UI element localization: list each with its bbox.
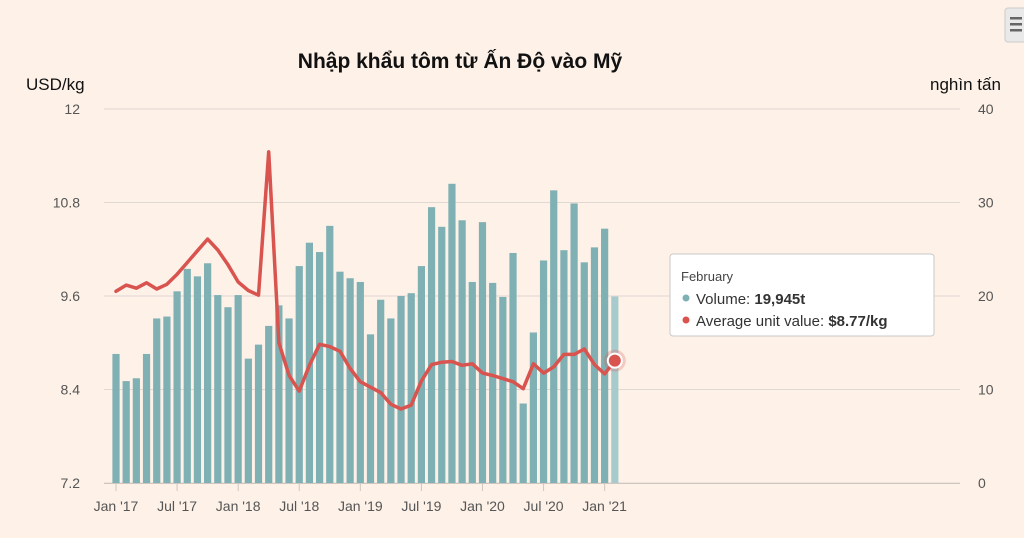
left-tick-label: 9.6: [61, 288, 81, 304]
volume-bar: [397, 296, 405, 483]
left-tick-label: 12: [64, 101, 80, 117]
left-tick-label: 8.4: [61, 382, 81, 398]
tooltip-volume: Volume: 19,945t: [696, 291, 805, 308]
volume-bar: [417, 266, 425, 483]
x-tick-label: Jul '20: [524, 498, 564, 514]
volume-bar: [427, 207, 436, 484]
volume-bar: [285, 318, 293, 483]
x-tick-label: Jan '21: [582, 498, 627, 514]
right-tick-label: 20: [978, 288, 994, 304]
left-tick-label: 7.2: [61, 475, 81, 491]
volume-bar: [478, 222, 487, 483]
hamburger-menu-icon[interactable]: [1004, 7, 1024, 43]
right-axis-title: nghìn tấn: [930, 75, 1001, 94]
volume-bar: [122, 381, 130, 483]
x-tick-label: Jan '17: [94, 498, 139, 514]
volume-bar: [509, 252, 517, 483]
volume-bar: [142, 353, 151, 483]
left-axis-title: USD/kg: [26, 75, 85, 94]
volume-bar: [570, 203, 578, 483]
volume-bar: [112, 353, 120, 483]
tooltip-price-dot: [682, 316, 690, 324]
volume-bar: [580, 262, 588, 483]
volume-bar: [132, 378, 140, 483]
volume-bar: [458, 220, 466, 483]
volume-bar: [183, 268, 191, 483]
x-tick-label: Jan '18: [216, 498, 261, 514]
volume-bar: [265, 325, 273, 483]
x-tick-label: Jan '20: [460, 498, 505, 514]
right-tick-label: 40: [978, 101, 994, 117]
highlight-point[interactable]: [606, 352, 623, 369]
tooltip-price: Average unit value: $8.77/kg: [696, 313, 888, 330]
volume-bar: [611, 296, 619, 483]
volume-bar: [448, 183, 456, 484]
tooltip-volume-label: Volume:: [696, 291, 754, 308]
volume-bar: [326, 225, 334, 483]
volume-bar: [244, 358, 252, 483]
x-tick-label: Jul '19: [401, 498, 441, 514]
unit-value-series-line: [114, 150, 617, 411]
right-tick-label: 30: [978, 195, 994, 211]
volume-bar: [519, 403, 527, 483]
volume-bars: [112, 183, 619, 484]
volume-bar: [234, 295, 242, 483]
tooltip-volume-value: 19,945t: [754, 291, 805, 308]
volume-bar: [204, 263, 212, 483]
x-tick-label: Jul '18: [279, 498, 319, 514]
right-tick-label: 0: [978, 475, 986, 491]
tooltip-header: February: [681, 269, 734, 284]
volume-bar: [407, 293, 415, 483]
axes: 12 10.8 9.6 8.4 7.2 40 30 20 10 0 Jan '17 Jul '17 Ja…: [53, 101, 994, 514]
x-tick-label: Jul '17: [157, 498, 197, 514]
volume-bar: [214, 295, 222, 483]
volume-bar: [489, 282, 497, 483]
volume-bar: [468, 281, 476, 483]
volume-bar: [275, 305, 283, 483]
volume-bar: [387, 318, 395, 483]
volume-bar: [366, 334, 375, 483]
volume-bar: [550, 190, 558, 483]
right-tick-label: 10: [978, 382, 994, 398]
volume-bar: [224, 307, 232, 483]
chart-title: Nhập khẩu tôm từ Ấn Độ vào Mỹ: [298, 50, 623, 73]
volume-bar: [529, 332, 537, 483]
volume-bar: [560, 250, 568, 483]
volume-bar: [438, 226, 446, 483]
volume-bar: [295, 266, 303, 483]
volume-bar: [153, 318, 161, 483]
tooltip-price-label: Average unit value:: [696, 313, 828, 330]
volume-bar: [346, 278, 354, 483]
volume-bar: [173, 291, 181, 483]
tooltip-volume-dot: [682, 294, 690, 302]
tooltip: February Volume: 19,945t Average unit va…: [669, 253, 935, 337]
volume-bar: [163, 316, 171, 483]
volume-bar: [254, 344, 263, 483]
x-tick-label: Jan '19: [338, 498, 383, 514]
volume-bar: [499, 296, 507, 483]
unit-value-line: [114, 150, 626, 411]
volume-bar: [193, 276, 202, 483]
volume-bar: [601, 228, 609, 483]
volume-bar: [316, 252, 324, 483]
volume-bar: [336, 271, 344, 483]
left-tick-label: 10.8: [53, 195, 80, 211]
tooltip-price-value: $8.77/kg: [828, 313, 887, 330]
